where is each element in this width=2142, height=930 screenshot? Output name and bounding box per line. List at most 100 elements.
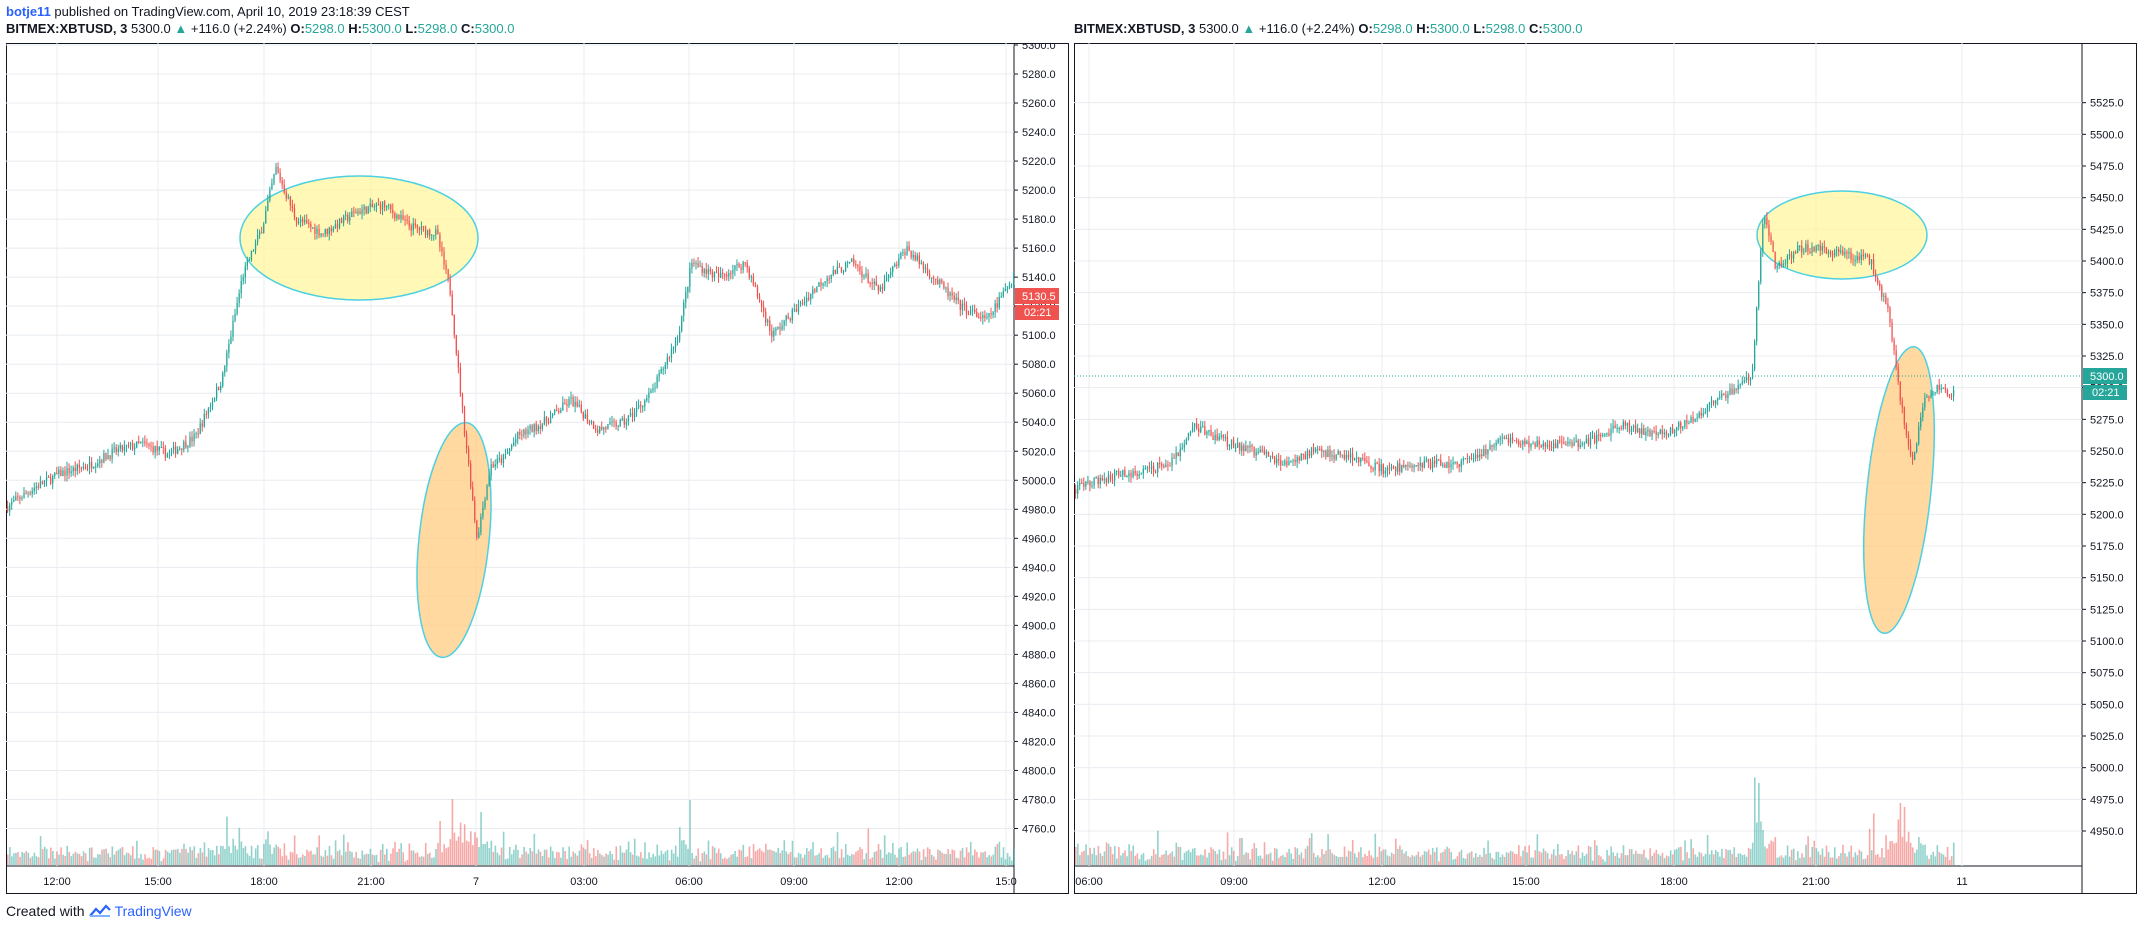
tradingview-brand[interactable]: TradingView xyxy=(114,903,192,919)
candle-body xyxy=(1782,263,1784,265)
volume-bar xyxy=(937,849,939,865)
candle-body xyxy=(338,218,341,228)
candle-body xyxy=(674,341,677,348)
volume-bar xyxy=(472,845,474,865)
chart-panel-left[interactable]: 5300.05280.05260.05240.05220.05200.05180… xyxy=(6,43,1069,894)
volume-bar xyxy=(1483,847,1485,865)
volume-bar xyxy=(1403,853,1405,865)
volume-bar xyxy=(66,845,69,865)
countdown-label: 02:21 xyxy=(2092,387,2120,399)
volume-bar xyxy=(1708,854,1711,865)
symbol-name[interactable]: BITMEX:XBTUSD, 3 xyxy=(1074,21,1196,36)
candle-body xyxy=(1362,457,1364,459)
candle-body xyxy=(1596,434,1598,444)
volume-bar xyxy=(826,854,829,865)
candle-body xyxy=(863,275,865,278)
volume-bar xyxy=(1688,858,1690,865)
candle-body xyxy=(476,520,478,538)
volume-bar xyxy=(1187,849,1190,865)
candle-body xyxy=(695,263,697,265)
candle-body xyxy=(1577,440,1579,447)
candle-body xyxy=(1163,466,1165,468)
candle-body xyxy=(1081,483,1083,485)
candle-body xyxy=(605,427,607,429)
candle-body xyxy=(1468,457,1471,459)
candle-body xyxy=(597,430,599,433)
volume-bar xyxy=(54,858,56,865)
chart-frame xyxy=(1074,43,2137,894)
candle-body xyxy=(1774,252,1776,269)
candle-body xyxy=(457,353,460,368)
candle-body xyxy=(1464,458,1467,460)
volume-bar xyxy=(1899,802,1902,865)
volume-bar xyxy=(1163,854,1165,865)
volume-bar xyxy=(556,851,558,865)
volume-bar xyxy=(1821,848,1824,865)
candle-body xyxy=(978,317,980,319)
y-tick-label: 5080.0 xyxy=(1022,359,1056,371)
x-tick-label: 06:00 xyxy=(675,876,703,888)
volume-bar xyxy=(1801,853,1803,865)
candle-body xyxy=(1727,394,1729,398)
candle-body xyxy=(556,409,558,411)
author-name[interactable]: botje11 xyxy=(6,4,51,19)
candle-body xyxy=(443,251,445,265)
volume-bar xyxy=(1608,855,1610,865)
candle-body xyxy=(1399,463,1401,472)
volume-bar xyxy=(1938,851,1941,865)
volume-bar xyxy=(1008,856,1011,865)
volume-bar xyxy=(281,856,284,865)
volume-bar xyxy=(1327,834,1329,865)
candle-body xyxy=(1458,464,1460,468)
candle-body xyxy=(162,447,165,449)
volume-bar xyxy=(1189,852,1192,865)
candle-body xyxy=(574,401,576,407)
candle-body xyxy=(1598,434,1600,436)
volume-bar xyxy=(1181,859,1184,865)
candle-body xyxy=(336,224,339,228)
volume-bar xyxy=(328,845,331,865)
candle-body xyxy=(1710,400,1713,403)
volume-bar xyxy=(134,858,136,865)
candle-body xyxy=(1585,438,1588,444)
y-tick-label: 4975.0 xyxy=(2090,794,2124,806)
volume-bar xyxy=(19,856,21,865)
candle-body xyxy=(527,429,529,435)
chart-panel-right[interactable]: 5525.05500.05475.05450.05425.05400.05375… xyxy=(1074,43,2137,894)
volume-bar xyxy=(1542,848,1545,865)
volume-bar xyxy=(599,853,601,865)
candle-body xyxy=(996,303,998,308)
volume-bar xyxy=(1721,848,1723,865)
volume-bar xyxy=(576,855,579,865)
candle-body xyxy=(666,357,669,366)
candle-body xyxy=(1565,444,1567,446)
candle-body xyxy=(1721,393,1723,397)
volume-bar xyxy=(476,837,478,865)
volume-bar xyxy=(215,845,218,865)
volume-bar xyxy=(76,853,79,865)
candle-body xyxy=(1513,440,1516,442)
volume-bar xyxy=(912,851,915,865)
candle-body xyxy=(1702,413,1704,416)
volume-bar xyxy=(814,855,816,865)
volume-bar xyxy=(1628,849,1631,865)
volume-bar xyxy=(269,844,271,865)
candle-body xyxy=(1696,417,1698,419)
candle-body xyxy=(1555,443,1557,449)
candle-body xyxy=(1189,431,1192,434)
volume-bar xyxy=(1002,847,1005,865)
candle-body xyxy=(1653,431,1655,433)
candle-body xyxy=(1429,462,1432,468)
candle-body xyxy=(1286,460,1288,466)
volume-bar xyxy=(228,846,230,865)
candle-body xyxy=(254,242,257,251)
volume-bar xyxy=(1706,834,1709,865)
candle-body xyxy=(101,460,103,463)
volume-bar xyxy=(433,857,435,865)
candle-body xyxy=(1825,247,1828,254)
volume-bar xyxy=(113,854,116,865)
volume-bar xyxy=(1922,844,1924,865)
volume-bar xyxy=(322,856,325,865)
volume-bar xyxy=(1866,855,1869,865)
symbol-name[interactable]: BITMEX:XBTUSD, 3 xyxy=(6,21,128,36)
